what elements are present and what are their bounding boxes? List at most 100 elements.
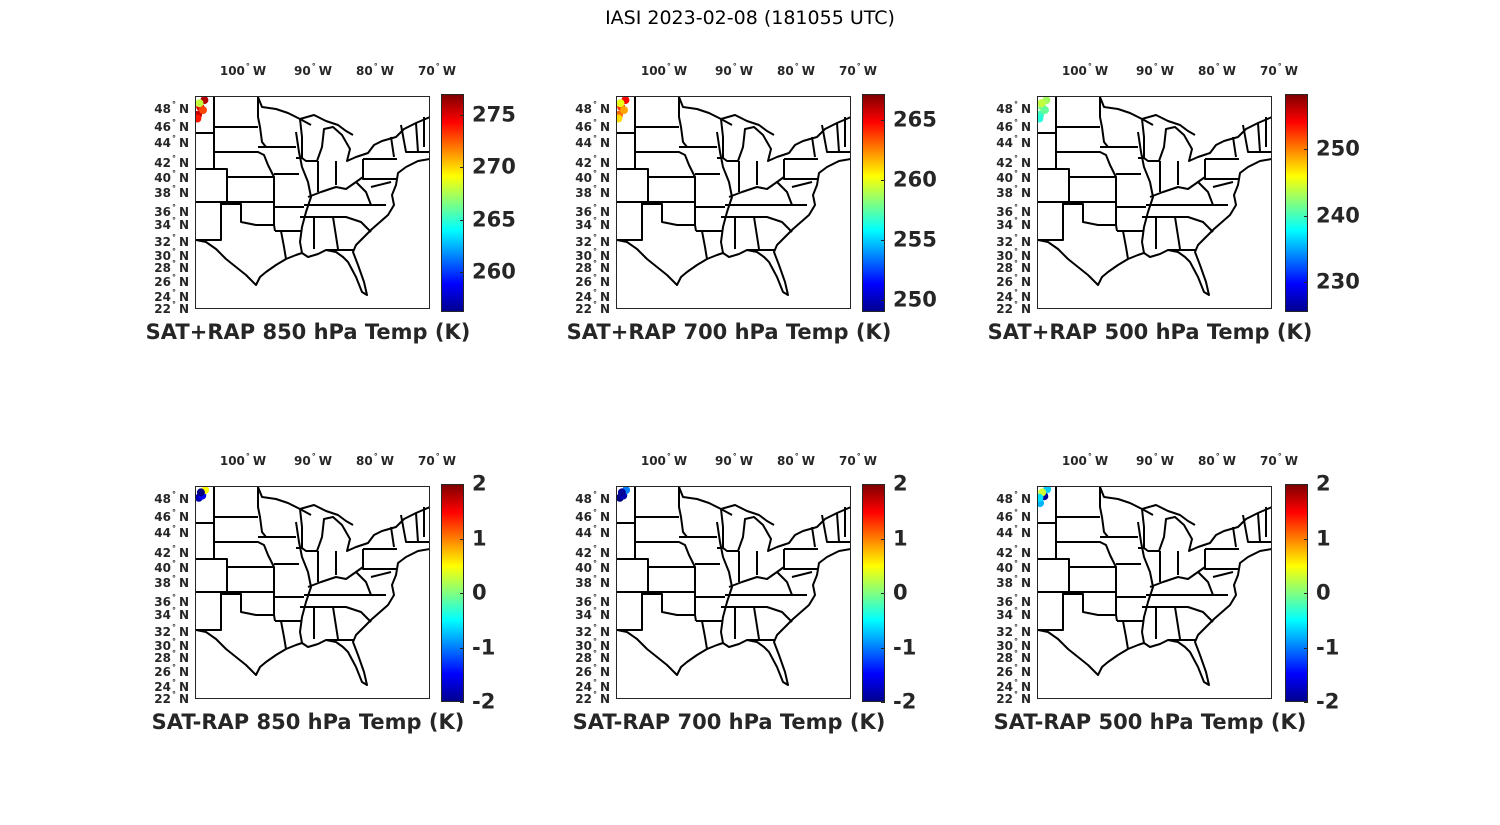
lat-hemisphere: N (178, 526, 189, 540)
lon-value: 70 (1260, 64, 1277, 78)
lon-tick-label: 70° W (418, 453, 456, 468)
lon-value: 70 (418, 64, 435, 78)
map-axes (616, 96, 851, 309)
lat-tick-label: 42° N (145, 545, 189, 560)
degree-symbol: ° (171, 233, 176, 242)
lat-value: 48 (154, 102, 171, 116)
colorbar-tick-label: 0 (1316, 580, 1331, 605)
lat-value: 42 (575, 546, 592, 560)
degree-symbol: ° (311, 62, 316, 71)
lat-hemisphere: N (178, 235, 189, 249)
lon-value: 80 (356, 454, 373, 468)
degree-symbol: ° (1013, 247, 1018, 256)
data-point (199, 106, 207, 115)
lat-value: 34 (154, 608, 171, 622)
lon-tick-label: 70° W (839, 452, 877, 468)
lat-value: 40 (575, 561, 592, 575)
lat-value: 44 (154, 136, 171, 150)
lat-hemisphere: N (599, 680, 610, 694)
lon-tick-label: 80° W (1198, 63, 1236, 78)
lat-tick-label: 48° N (145, 100, 189, 116)
colorbar-tick-mark (1304, 593, 1308, 594)
lat-value: 44 (575, 526, 592, 540)
degree-symbol: ° (171, 100, 176, 109)
lat-value: 36 (996, 205, 1013, 219)
lat-hemisphere: N (1020, 261, 1031, 275)
colorbar-tick-label: 1 (893, 526, 908, 550)
lon-value: 90 (715, 64, 732, 78)
lon-value: 90 (294, 64, 311, 78)
lon-value: 70 (418, 454, 435, 468)
degree-symbol: ° (171, 259, 176, 268)
colorbar-tick-label: 260 (472, 259, 516, 284)
degree-symbol: ° (1013, 154, 1018, 163)
degree-symbol: ° (592, 288, 597, 297)
lat-value: 32 (154, 235, 171, 249)
lat-hemisphere: N (1020, 290, 1031, 304)
lat-hemisphere: N (1020, 561, 1031, 575)
colorbar-tick-mark (881, 240, 885, 242)
lat-hemisphere: N (599, 639, 610, 653)
lon-hemisphere: W (1094, 64, 1109, 78)
lat-hemisphere: N (599, 651, 610, 665)
lat-tick-label: 28° N (566, 650, 610, 665)
state-boundaries (196, 97, 429, 296)
lat-value: 34 (996, 608, 1013, 622)
lon-tick-label: 80° W (777, 63, 815, 78)
colorbar-tick-label: -1 (1316, 635, 1340, 659)
colorbar-tick-label: 265 (893, 107, 937, 132)
lat-value: 34 (154, 218, 171, 232)
lat-value: 38 (575, 186, 592, 200)
degree-symbol: ° (1013, 623, 1018, 632)
colorbar-tick-label: 2 (472, 471, 487, 496)
lat-hemisphere: N (599, 510, 610, 524)
degree-symbol: ° (856, 452, 861, 461)
lat-hemisphere: N (599, 171, 610, 185)
lat-tick-label: 40° N (145, 170, 189, 185)
degree-symbol: ° (245, 62, 250, 71)
lon-hemisphere: W (252, 454, 267, 468)
lat-tick-label: 24° N (987, 289, 1031, 304)
lat-hemisphere: N (1020, 102, 1031, 116)
lat-value: 26 (154, 275, 171, 289)
lat-hemisphere: N (1020, 651, 1031, 665)
degree-symbol: ° (1013, 118, 1018, 127)
lat-value: 24 (575, 290, 592, 304)
lat-value: 42 (575, 156, 592, 170)
lat-value: 26 (154, 665, 171, 679)
lat-tick-label: 48° N (145, 491, 189, 506)
lat-tick-label: 30° N (566, 248, 610, 263)
lat-value: 22 (154, 302, 171, 316)
lat-hemisphere: N (1020, 692, 1031, 706)
colorbar-tick-mark (1304, 702, 1308, 703)
data-point (617, 488, 626, 497)
lat-tick-label: 30° N (566, 638, 610, 653)
lat-value: 28 (575, 651, 592, 665)
lat-hemisphere: N (178, 205, 189, 219)
data-point (1038, 114, 1044, 123)
lat-value: 36 (996, 595, 1013, 609)
lat-hemisphere: N (599, 290, 610, 304)
lat-hemisphere: N (178, 595, 189, 609)
degree-symbol: ° (373, 62, 378, 71)
lat-tick-label: 44° N (566, 525, 610, 540)
lat-value: 38 (575, 576, 592, 590)
lat-hemisphere: N (599, 692, 610, 706)
lat-tick-label: 44° N (566, 135, 610, 150)
panel-title: SAT+RAP 850 hPa Temp (K) (145, 320, 471, 344)
degree-symbol: ° (1013, 169, 1018, 178)
lat-hemisphere: N (178, 171, 189, 185)
lat-tick-label: 42° N (566, 155, 610, 170)
lon-hemisphere: W (1160, 64, 1174, 78)
lat-hemisphere: N (1020, 608, 1031, 622)
lat-tick-label: 28° N (145, 650, 189, 665)
lat-tick-label: 36° N (566, 204, 610, 219)
lat-tick-label: 36° N (566, 594, 610, 609)
degree-symbol: ° (592, 663, 597, 672)
degree-symbol: ° (592, 606, 597, 615)
lat-hemisphere: N (1020, 526, 1031, 540)
state-boundaries (617, 487, 850, 686)
lon-hemisphere: W (442, 454, 456, 468)
lat-hemisphere: N (178, 625, 189, 639)
lat-tick-label: 32° N (566, 234, 610, 249)
